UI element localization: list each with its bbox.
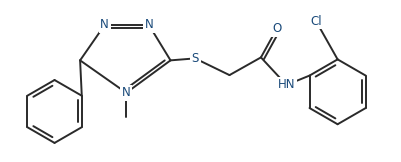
Text: N: N bbox=[100, 18, 109, 31]
Text: HN: HN bbox=[278, 78, 295, 91]
Text: O: O bbox=[272, 22, 281, 35]
Text: N: N bbox=[144, 18, 153, 31]
Text: N: N bbox=[122, 86, 131, 99]
Text: Cl: Cl bbox=[310, 15, 322, 28]
Text: S: S bbox=[191, 52, 199, 65]
